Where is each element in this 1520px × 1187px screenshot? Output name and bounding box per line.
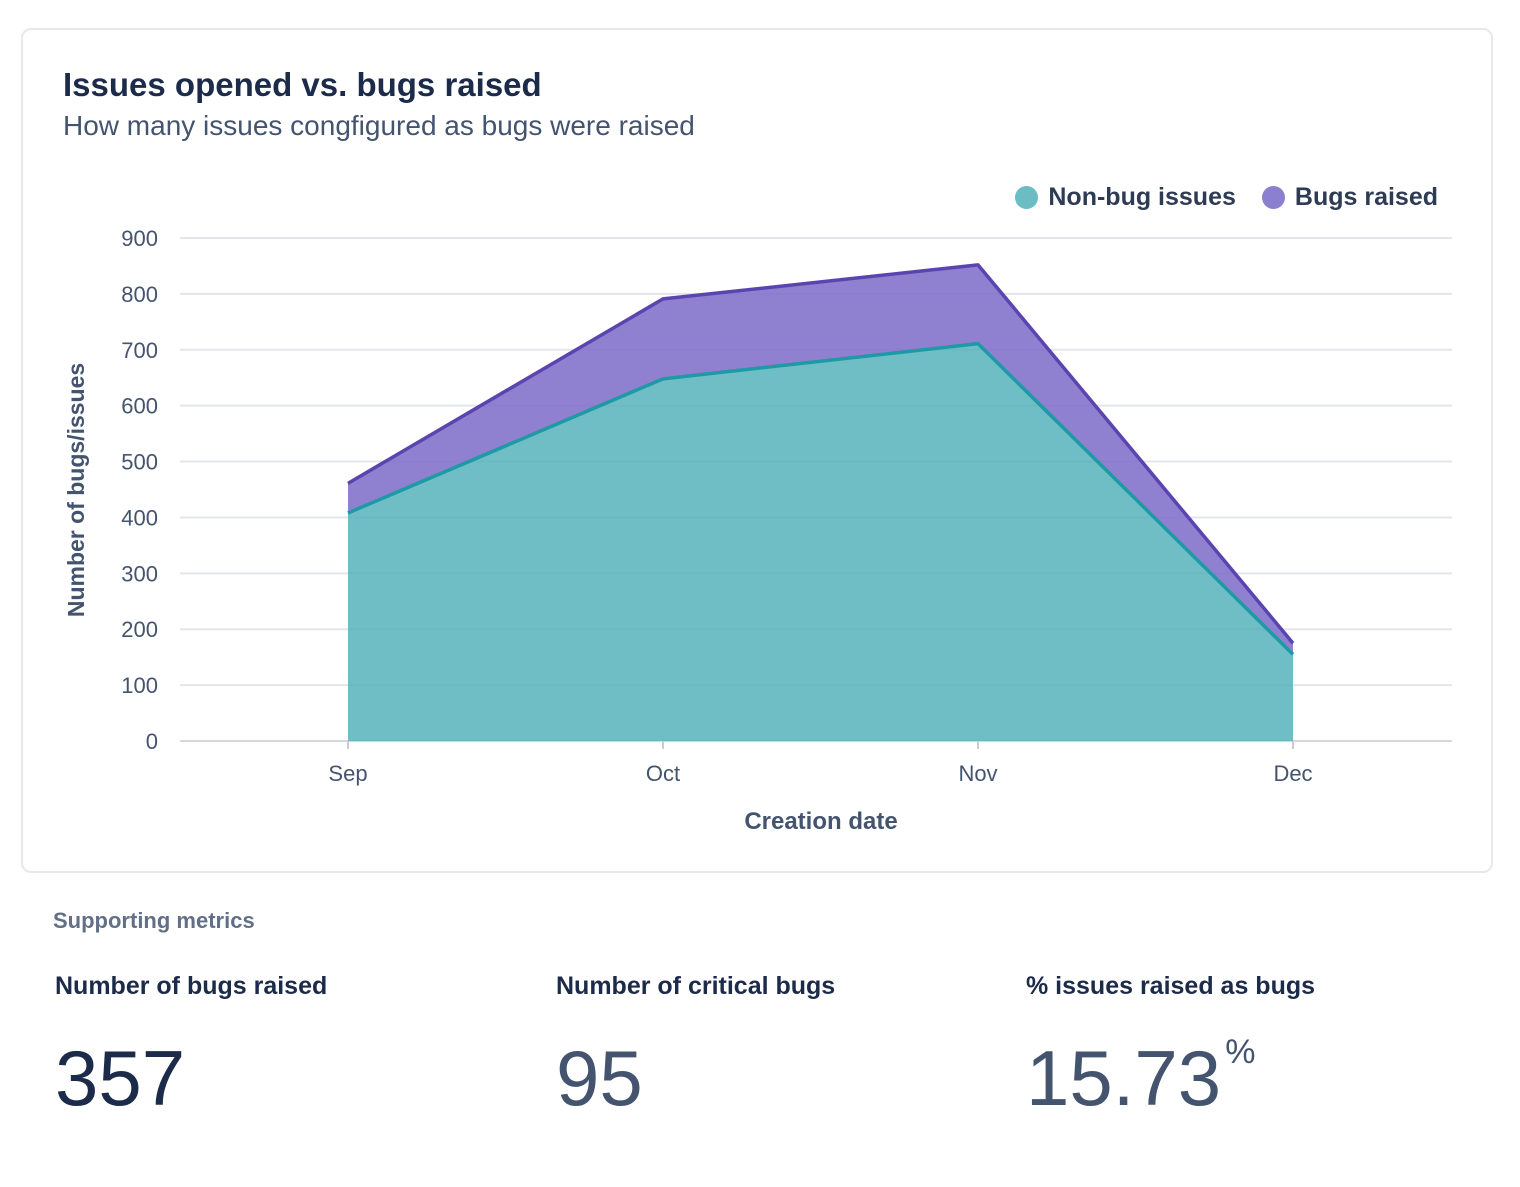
metric-number: 357 — [55, 1034, 186, 1122]
y-tick-label: 900 — [121, 226, 158, 251]
y-tick-label: 600 — [121, 394, 158, 419]
metric-value: 15.73% — [1026, 1035, 1315, 1117]
legend-swatch-bugs-raised — [1261, 186, 1285, 209]
legend-label-bugs-raised: Bugs raised — [1294, 183, 1438, 211]
metric-label: % issues raised as bugs — [1026, 972, 1316, 1000]
legend-item-non-bug-issues[interactable]: Non-bug issues — [1015, 183, 1236, 212]
metric-bugs-raised: Number of bugs raised 357 — [55, 972, 327, 1117]
x-tick-label: Nov — [958, 761, 997, 786]
x-tick-label: Oct — [646, 761, 680, 786]
y-tick-label: 800 — [121, 282, 158, 307]
metric-number: 15.73 — [1026, 1034, 1222, 1122]
line-bugs-raised — [347, 263, 1295, 645]
y-tick-label: 200 — [121, 617, 158, 642]
metric-percent-bugs: % issues raised as bugs 15.73% — [1026, 972, 1315, 1117]
chart-title: Issues opened vs. bugs raised — [63, 66, 542, 103]
y-tick-label: 400 — [121, 505, 158, 530]
legend-item-bugs-raised[interactable]: Bugs raised — [1261, 183, 1438, 212]
y-tick-label: 500 — [121, 450, 158, 475]
legend-swatch-non-bug-issues — [1015, 186, 1039, 209]
metric-label: Number of bugs raised — [55, 972, 328, 1000]
area-chart: 0 100 200 300 400 500 600 700 800 900 Sep Oct Nov Dec… — [63, 226, 1452, 835]
axes: 0 100 200 300 400 500 600 700 800 900 Sep Oct Nov Dec — [121, 226, 1312, 786]
area-series — [347, 263, 1295, 741]
metric-value: 95 — [556, 1039, 835, 1117]
metric-critical-bugs: Number of critical bugs 95 — [556, 972, 835, 1117]
y-axis-label: Number of bugs/issues — [63, 363, 89, 617]
y-tick-label: 300 — [121, 561, 158, 586]
chart-subtitle: How many issues congfigured as bugs were… — [63, 110, 695, 141]
metric-value: 357 — [55, 1039, 327, 1117]
metric-number: 95 — [556, 1034, 643, 1122]
metric-label: Number of critical bugs — [556, 972, 836, 1000]
y-tick-label: 0 — [146, 729, 158, 754]
line-non-bug-issues — [347, 341, 1295, 656]
supporting-metrics-label: Supporting metrics — [53, 908, 255, 933]
x-axis-label: Creation date — [744, 808, 897, 835]
x-tick-label: Sep — [328, 761, 367, 786]
chart-legend: Non-bug issues Bugs raised — [1015, 183, 1438, 212]
x-tick-label: Dec — [1273, 761, 1312, 786]
y-tick-label: 700 — [121, 338, 158, 363]
area-non-bug-issues — [348, 343, 1293, 741]
metric-unit: % — [1225, 1033, 1256, 1071]
area-bugs-raised — [348, 264, 1293, 655]
legend-label-non-bug-issues: Non-bug issues — [1048, 183, 1236, 211]
y-tick-label: 100 — [121, 673, 158, 698]
